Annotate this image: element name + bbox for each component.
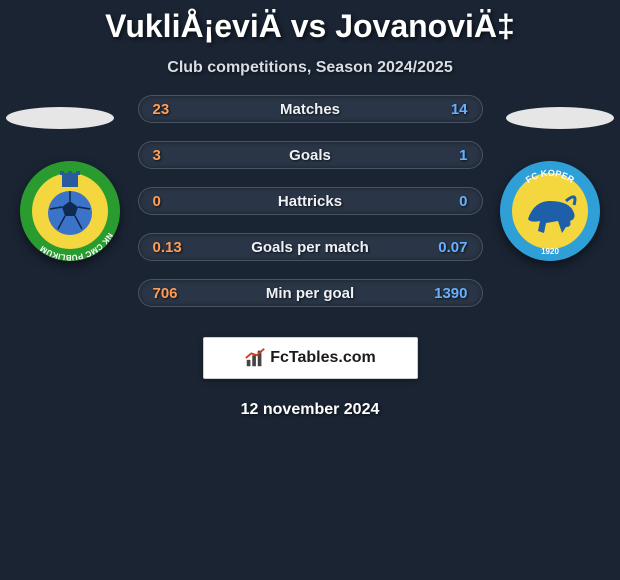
stat-left-value: 0 xyxy=(153,193,203,210)
stat-right-value: 0 xyxy=(418,193,468,210)
stat-row: 0.13 Goals per match 0.07 xyxy=(138,233,483,261)
publikum-logo-icon: NK CMC PUBLIKUM xyxy=(20,161,120,261)
stat-left-value: 23 xyxy=(153,101,203,118)
brand-box[interactable]: FcTables.com xyxy=(203,337,418,379)
stat-label: Goals xyxy=(203,147,418,164)
bar-chart-icon xyxy=(244,347,266,369)
team-badge-right: FC KOPER 1920 xyxy=(500,161,600,261)
svg-text:1920: 1920 xyxy=(541,247,559,256)
stat-label: Hattricks xyxy=(203,193,418,210)
stat-right-value: 1390 xyxy=(418,285,468,302)
stat-right-value: 14 xyxy=(418,101,468,118)
stat-right-value: 0.07 xyxy=(418,239,468,256)
stat-left-value: 0.13 xyxy=(153,239,203,256)
stats-table: 23 Matches 14 3 Goals 1 0 Hattricks 0 0.… xyxy=(138,95,483,307)
page-subtitle: Club competitions, Season 2024/2025 xyxy=(0,59,620,77)
page-title: VukliÅ¡eviÄ vs JovanoviÄ‡ xyxy=(0,0,620,45)
stat-left-value: 3 xyxy=(153,147,203,164)
stat-row: 23 Matches 14 xyxy=(138,95,483,123)
stat-left-value: 706 xyxy=(153,285,203,302)
shadow-ellipse-right xyxy=(506,107,614,129)
stat-label: Matches xyxy=(203,101,418,118)
stat-label: Goals per match xyxy=(203,239,418,256)
shadow-ellipse-left xyxy=(6,107,114,129)
stat-label: Min per goal xyxy=(203,285,418,302)
brand-text: FcTables.com xyxy=(270,349,376,367)
team-badge-left: NK CMC PUBLIKUM xyxy=(20,161,120,261)
comparison-arena: NK CMC PUBLIKUM FC KOPER 1920 23 Matches… xyxy=(0,107,620,419)
stat-row: 706 Min per goal 1390 xyxy=(138,279,483,307)
koper-logo-icon: FC KOPER 1920 xyxy=(500,161,600,261)
date-text: 12 november 2024 xyxy=(0,401,620,419)
stat-row: 0 Hattricks 0 xyxy=(138,187,483,215)
stat-right-value: 1 xyxy=(418,147,468,164)
stat-row: 3 Goals 1 xyxy=(138,141,483,169)
